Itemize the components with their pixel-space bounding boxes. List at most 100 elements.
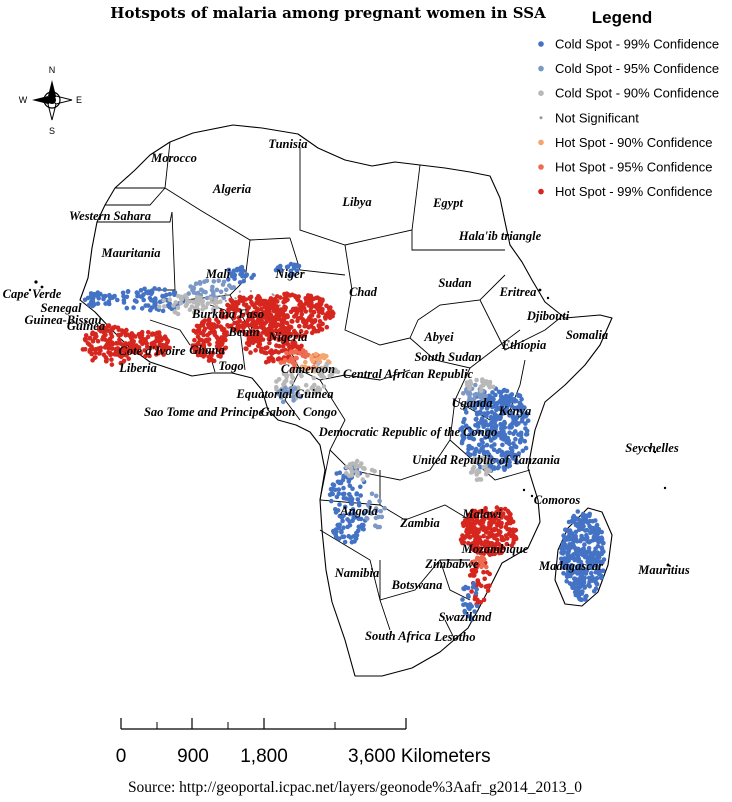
hotspot-point	[231, 314, 237, 320]
hotspot-point	[598, 560, 603, 566]
hotspot-point	[350, 486, 355, 492]
hotspot-point	[141, 336, 146, 342]
hotspot-point	[108, 331, 114, 337]
hotspot-point	[126, 356, 131, 362]
hotspot-point	[488, 530, 494, 535]
hotspot-point	[499, 522, 504, 527]
hotspot-point	[266, 336, 272, 342]
hotspot-point	[500, 442, 505, 448]
hotspot-point	[153, 344, 159, 350]
hotspot-point	[467, 512, 473, 518]
hotspot-point	[510, 421, 515, 426]
hotspot-point	[261, 325, 267, 331]
hotspot-point	[472, 392, 478, 398]
hotspot-point	[474, 586, 480, 592]
hotspot-point	[82, 297, 88, 303]
hotspot-point	[561, 533, 566, 538]
hotspot-point	[469, 617, 475, 622]
hotspot-point	[511, 414, 516, 420]
hotspot-point	[586, 575, 592, 581]
hotspot-point	[284, 350, 289, 356]
hotspot-point	[93, 347, 98, 352]
hotspot-point	[290, 272, 296, 277]
hotspot-point	[558, 556, 564, 562]
hotspot-point	[202, 318, 208, 323]
hotspot-point	[567, 528, 573, 533]
hotspot-point	[321, 384, 327, 389]
hotspot-point	[577, 585, 583, 590]
hotspot-point	[199, 337, 204, 343]
hotspot-point	[373, 523, 378, 528]
hotspot-point	[145, 334, 151, 340]
hotspot-point	[301, 302, 306, 308]
hotspot-point	[580, 513, 585, 519]
hotspot-point	[286, 342, 291, 348]
hotspot-point	[466, 541, 471, 546]
hotspot-point	[191, 299, 197, 305]
hotspot-point	[483, 506, 488, 511]
compass-west-icon	[32, 96, 52, 104]
hotspot-point	[200, 302, 205, 308]
hotspot-point	[283, 378, 289, 384]
hotspot-point	[145, 352, 151, 358]
hotspot-point	[523, 445, 529, 451]
legend-label-1: Cold Spot - 95% Confidence	[555, 61, 719, 76]
hotspot-point	[138, 350, 143, 356]
country-label-equatorial-guinea: Equatorial Guinea	[236, 387, 334, 401]
hotspot-point	[462, 535, 468, 540]
hotspot-point	[172, 292, 177, 298]
hotspot-point	[509, 396, 515, 402]
hotspot-point	[282, 390, 288, 395]
hotspot-point	[481, 597, 487, 603]
hotspot-point	[339, 515, 345, 520]
hotspot-point	[599, 546, 605, 551]
hotspot-point	[347, 519, 352, 524]
hotspot-point	[480, 444, 486, 450]
hotspot-point	[278, 263, 283, 269]
hotspot-point	[504, 436, 509, 442]
hotspot-point	[159, 349, 165, 354]
hotspot-point	[141, 297, 146, 303]
hotspot-point	[226, 277, 231, 282]
hotspot-point	[142, 286, 147, 292]
hotspot-point	[478, 583, 484, 589]
hotspot-point	[354, 462, 359, 468]
hotspot-point	[341, 485, 346, 491]
hotspot-point	[469, 469, 475, 475]
hotspot-point	[582, 542, 587, 547]
country-label-madagascar: Madagascar	[538, 559, 603, 573]
hotspot-point	[523, 414, 528, 419]
legend-marker-2	[538, 90, 544, 96]
hotspot-point	[374, 508, 379, 514]
hotspot-point	[202, 279, 207, 285]
hotspot-point	[599, 536, 605, 542]
hotspot-point	[110, 341, 115, 347]
hotspot-point	[378, 508, 384, 514]
hotspot-point	[465, 613, 471, 619]
hotspot-point	[249, 290, 252, 293]
hotspot-point	[259, 349, 264, 354]
hotspot-point	[134, 349, 139, 355]
hotspot-point	[89, 351, 94, 357]
hotspot-point	[131, 305, 136, 310]
hotspot-point	[524, 431, 530, 437]
hotspot-point	[495, 449, 500, 455]
hotspot-point	[478, 600, 484, 605]
hotspot-point	[476, 519, 481, 524]
hotspot-point	[179, 296, 185, 302]
hotspot-point	[210, 284, 215, 290]
hotspot-point	[574, 577, 580, 582]
hotspot-point	[485, 525, 491, 531]
hotspot-point	[575, 509, 581, 514]
hotspot-point	[148, 345, 153, 351]
hotspot-point	[262, 298, 268, 304]
hotspot-point	[157, 343, 163, 348]
hotspot-point	[121, 348, 126, 353]
hotspot-point	[470, 400, 475, 406]
hotspot-point	[461, 520, 467, 526]
country-label-somalia: Somalia	[566, 328, 608, 342]
hotspot-point	[118, 341, 124, 346]
legend-marker-0	[538, 41, 544, 47]
hotspot-point	[289, 318, 295, 324]
hotspot-point	[184, 295, 189, 301]
